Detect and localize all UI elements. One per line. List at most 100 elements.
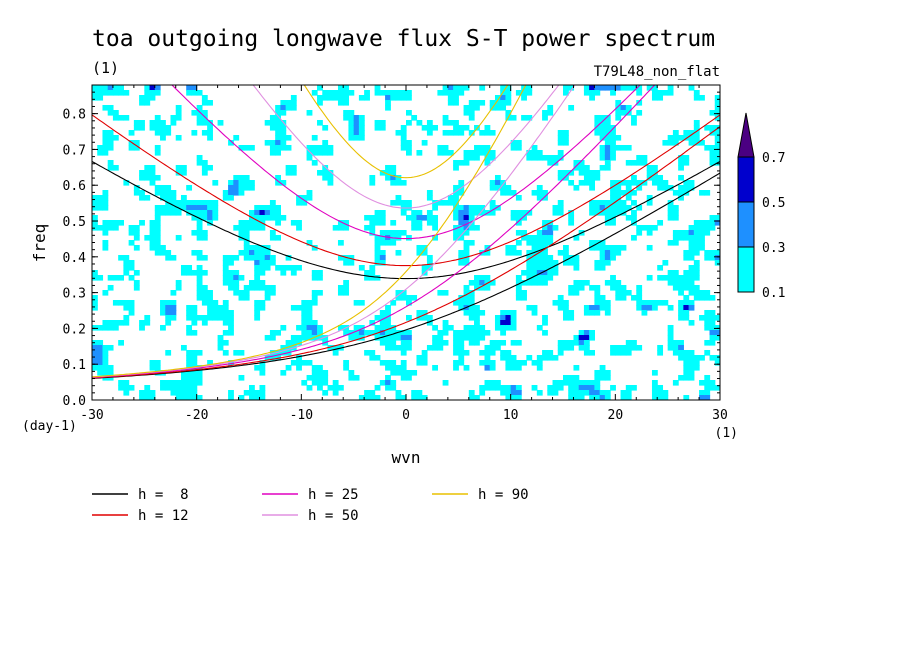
heatmap-cell [406,295,412,301]
heatmap-cell [317,325,323,331]
heatmap-cell [406,345,412,351]
heatmap-cell [463,285,470,291]
heatmap-cell [139,175,145,181]
heatmap-cell [583,170,590,176]
heatmap-cell [542,225,548,231]
heatmap-cell [107,135,114,141]
heatmap-cell [526,255,533,261]
heatmap-cell [222,270,229,276]
heatmap-cell [714,215,720,221]
heatmap-cell [500,325,507,331]
heatmap-cell [290,265,297,271]
heatmap-cell [657,350,664,356]
x-tick-label: 30 [712,408,728,423]
heatmap-cell [228,360,234,366]
heatmap-cell [180,165,187,171]
heatmap-cell [479,325,486,331]
heatmap-cell [463,160,470,166]
heatmap-cell [269,210,276,216]
heatmap-cell [285,255,292,261]
heatmap-cell [662,390,669,396]
heatmap-cell [222,340,229,346]
heatmap-cell [364,95,370,101]
heatmap-cell [437,330,444,336]
heatmap-cell [646,245,653,251]
heatmap-cell [97,355,104,361]
heatmap-cell [714,150,720,156]
heatmap-cell [636,300,643,306]
heatmap-cell [683,310,690,316]
heatmap-cell [269,205,276,211]
heatmap-cell [259,370,266,376]
heatmap-cell [254,390,261,396]
heatmap-cell [395,175,402,181]
heatmap-cell [180,270,187,276]
heatmap-cell [536,275,543,281]
heatmap-cell [536,265,543,271]
heatmap-cell [259,260,266,266]
heatmap-cell [447,100,454,106]
heatmap-cell [301,360,308,366]
heatmap-cell [348,370,355,376]
heatmap-cell [311,135,318,141]
heatmap-cell [322,140,329,146]
heatmap-cell [379,330,386,336]
heatmap-cell [599,375,606,381]
heatmap-cell [631,120,637,126]
heatmap-cell [479,85,486,91]
heatmap-cell [400,375,407,381]
heatmap-cell [243,285,250,291]
heatmap-cell [646,300,653,306]
heatmap-cell [709,215,716,221]
heatmap-cell [636,100,643,106]
heatmap-cell [191,250,198,256]
heatmap-cell [688,180,695,186]
heatmap-cell [625,345,632,351]
heatmap-cell [102,370,109,376]
heatmap-cell [212,315,219,321]
heatmap-cell [191,385,198,391]
heatmap-cell [683,250,690,256]
heatmap-cell [458,125,465,131]
heatmap-cell [358,330,365,336]
heatmap-cell [494,185,501,191]
heatmap-cell [709,355,716,361]
heatmap-cell [620,395,627,400]
heatmap-cell [563,375,569,381]
heatmap-cell [489,365,496,371]
heatmap-cell [636,180,643,186]
heatmap-cell [107,145,114,151]
heatmap-cell [615,200,622,206]
heatmap-cell [589,170,595,176]
heatmap-cell [254,210,261,216]
heatmap-cell [578,170,585,176]
heatmap-cell [714,130,720,136]
heatmap-cell [170,200,177,206]
heatmap-cell [521,295,527,301]
heatmap-cell [583,305,590,311]
heatmap-cell [317,330,323,336]
heatmap-cell [201,255,208,261]
heatmap-cell [180,385,187,391]
heatmap-cell [442,130,449,136]
heatmap-cell [599,135,606,141]
heatmap-cell [683,255,690,261]
heatmap-cell [594,115,601,121]
heatmap-cell [249,245,255,251]
heatmap-cell [542,350,548,356]
heatmap-cell [191,350,198,356]
heatmap-cell [97,370,104,376]
heatmap-cell [526,150,533,156]
heatmap-cell [149,95,156,101]
heatmap-cell [447,150,454,156]
heatmap-cell [625,105,632,111]
heatmap-cell [306,190,313,196]
heatmap-cell [301,310,308,316]
heatmap-cell [714,315,720,321]
heatmap-cell [599,205,606,211]
heatmap-cell [400,145,407,151]
heatmap-cell [704,395,711,400]
heatmap-cell [343,110,350,116]
heatmap-cell [557,140,564,146]
heatmap-cell [531,235,538,241]
